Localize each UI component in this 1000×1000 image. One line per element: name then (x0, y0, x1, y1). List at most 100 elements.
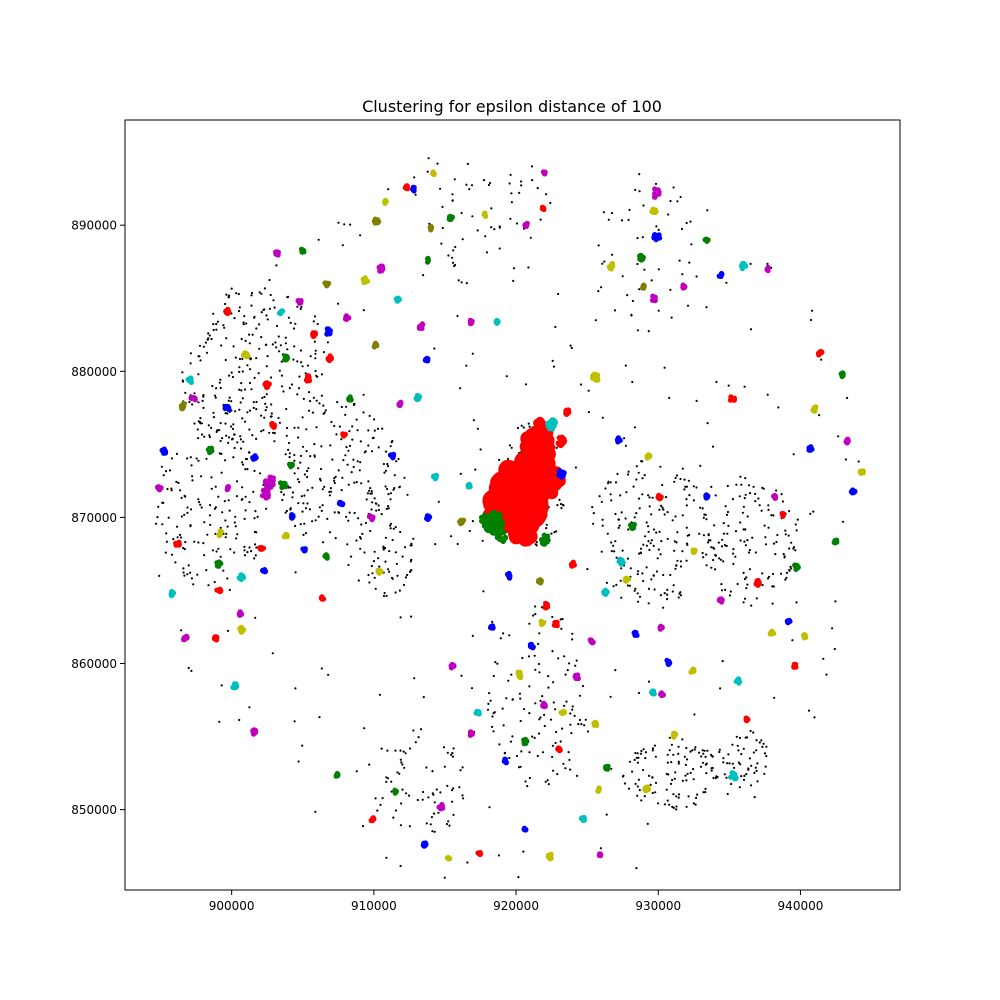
noise-point (761, 745, 764, 749)
noise-point (202, 345, 205, 348)
noise-point (344, 454, 347, 457)
cluster-point (289, 462, 295, 468)
cluster-point (318, 595, 325, 602)
noise-point (308, 391, 311, 394)
noise-point (349, 223, 352, 226)
cluster-point (652, 186, 658, 192)
noise-point (245, 322, 248, 325)
noise-point (533, 654, 536, 657)
noise-point (677, 762, 680, 765)
noise-point (685, 504, 688, 507)
noise-point (749, 729, 752, 733)
noise-point (710, 546, 713, 549)
noise-point (385, 856, 388, 859)
cluster-point (431, 472, 439, 482)
noise-point (337, 302, 340, 305)
noise-point (400, 802, 403, 805)
noise-point (317, 238, 320, 241)
noise-point (392, 527, 395, 530)
noise-point (706, 209, 709, 212)
noise-point (250, 291, 254, 295)
noise-point (398, 589, 401, 592)
noise-point (685, 746, 688, 750)
noise-point (557, 292, 560, 296)
noise-point (575, 659, 578, 662)
cluster-point (333, 770, 341, 779)
cluster-point (391, 451, 397, 457)
noise-point (223, 459, 227, 462)
noise-point (200, 422, 203, 425)
cluster-point (545, 417, 558, 432)
noise-point (243, 315, 246, 318)
cluster-point (224, 307, 230, 313)
noise-point (186, 511, 189, 514)
noise-point (200, 506, 203, 509)
noise-point (359, 234, 362, 237)
noise-point (779, 572, 783, 575)
noise-point (666, 761, 670, 764)
noise-point (342, 459, 345, 462)
noise-point (387, 507, 390, 510)
cluster-point (548, 851, 554, 858)
noise-point (649, 542, 652, 545)
noise-point (278, 421, 281, 424)
cluster-point (539, 204, 547, 213)
noise-point (277, 335, 280, 338)
cluster-point (606, 260, 616, 272)
noise-point (451, 751, 454, 755)
noise-point (694, 803, 697, 806)
noise-point (766, 577, 770, 580)
noise-point (530, 165, 534, 168)
noise-point (367, 573, 370, 577)
noise-point (293, 472, 296, 475)
cluster-point (232, 685, 238, 691)
noise-point (353, 511, 356, 515)
noise-point (718, 748, 721, 751)
noise-point (507, 679, 510, 682)
cluster-point (594, 372, 601, 378)
noise-point (685, 221, 688, 225)
cluster-point (322, 552, 330, 561)
noise-point (645, 566, 648, 569)
noise-point (499, 637, 502, 640)
noise-point (227, 374, 231, 377)
noise-point (672, 806, 675, 810)
noise-point (226, 577, 229, 580)
noise-point (360, 482, 363, 485)
noise-point (265, 507, 268, 510)
noise-point (630, 313, 633, 316)
cluster-point (477, 849, 483, 856)
noise-point (414, 741, 417, 744)
noise-point (314, 349, 317, 352)
noise-point (610, 550, 613, 553)
cluster-point (206, 447, 213, 453)
noise-point (336, 401, 339, 404)
cluster-point (504, 570, 513, 581)
noise-point (235, 537, 238, 540)
noise-point (726, 532, 729, 535)
noise-point (179, 489, 182, 492)
noise-point (299, 361, 303, 364)
noise-point (672, 584, 675, 587)
cluster-point (448, 661, 457, 671)
noise-point (722, 532, 726, 535)
noise-point (227, 499, 230, 502)
noise-point (359, 440, 362, 443)
noise-point (731, 743, 734, 746)
noise-point (637, 778, 641, 781)
noise-point (224, 358, 227, 362)
noise-point (280, 374, 283, 377)
noise-point (722, 757, 725, 760)
y-tick-label: 880000 (71, 365, 117, 379)
noise-point (734, 555, 737, 558)
noise-point (552, 701, 555, 704)
noise-point (355, 418, 358, 421)
noise-point (305, 450, 308, 453)
noise-point (711, 445, 715, 448)
noise-point (747, 767, 750, 770)
cluster-point (375, 567, 384, 576)
noise-point (341, 244, 344, 247)
noise-point (750, 604, 753, 607)
noise-point (648, 496, 651, 499)
noise-point (390, 790, 393, 793)
